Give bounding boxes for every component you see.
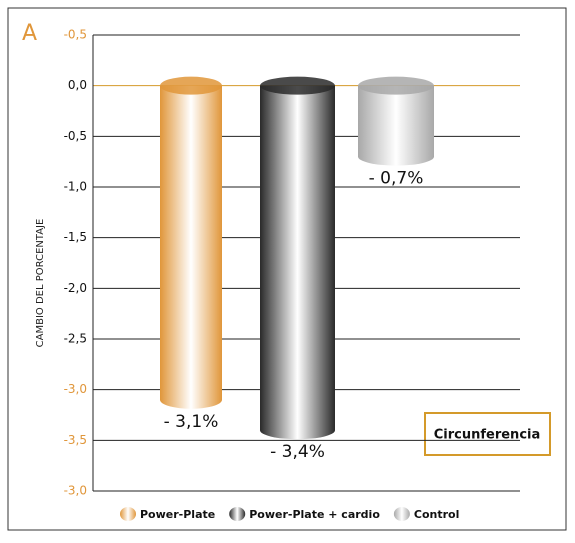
y-tick-label: -0,5: [64, 129, 87, 143]
y-tick-label: -3,0: [64, 484, 87, 498]
y-tick-label: -1,0: [64, 180, 87, 194]
y-tick-label: -2,5: [64, 332, 87, 346]
y-axis-label: CAMBIO DEL PORCENTAJE: [35, 219, 46, 348]
y-tick-label: -0,5: [64, 28, 87, 42]
bar-top: [160, 76, 222, 95]
annotation-box: [424, 412, 551, 456]
y-tick-label: -3,0: [64, 382, 87, 396]
legend-label: Control: [414, 508, 459, 521]
y-tick-label: 0,0: [68, 78, 87, 92]
value-label: - 0,7%: [369, 169, 424, 189]
bar-top: [358, 76, 434, 95]
bar: [160, 85, 222, 400]
value-label: - 3,1%: [164, 412, 219, 432]
panel-label: A: [22, 21, 37, 46]
frame: [7, 7, 567, 531]
bar-top: [260, 76, 335, 95]
annotation: Circunferencia: [434, 428, 541, 443]
y-tick-label: -2,0: [64, 281, 87, 295]
y-tick-label: -1,5: [64, 230, 87, 244]
legend-swatch: [120, 507, 136, 521]
legend-label: Power-Plate: [140, 508, 215, 521]
bar: [358, 85, 434, 157]
legend-label: Power-Plate + cardio: [249, 508, 380, 521]
bar: [260, 85, 335, 431]
y-tick-label: -3,5: [64, 433, 87, 447]
legend-swatch: [229, 507, 246, 521]
legend-swatch: [393, 507, 410, 521]
value-label: - 3,4%: [270, 442, 325, 462]
